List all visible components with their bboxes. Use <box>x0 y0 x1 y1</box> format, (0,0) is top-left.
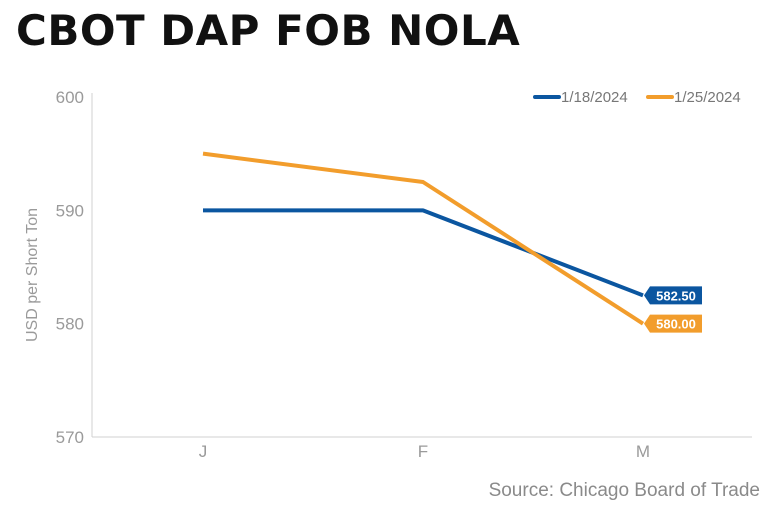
chart-title: CBOT DAP FOB NOLA <box>16 6 521 55</box>
end-label-text: 582.50 <box>656 288 696 303</box>
y-axis-label: USD per Short Ton <box>24 208 41 342</box>
legend-label: 1/25/2024 <box>674 89 741 106</box>
y-tick-label: 600 <box>56 88 84 107</box>
series-lines <box>202 151 645 326</box>
legend: 1/18/2024 1/25/2024 <box>533 89 741 106</box>
x-tick-label: M <box>636 442 650 461</box>
series-line-1 <box>203 208 644 298</box>
end-label-2: 580.00 <box>644 314 702 333</box>
series-line-2 <box>202 151 645 326</box>
y-tick-label: 580 <box>56 315 84 334</box>
legend-item-1: 1/18/2024 <box>533 89 628 106</box>
end-label-1: 582.50 <box>644 286 702 305</box>
end-label-badge <box>644 286 702 305</box>
end-label-text: 580.00 <box>656 317 696 332</box>
legend-item-2: 1/25/2024 <box>646 89 741 106</box>
source-note: Source: Chicago Board of Trade <box>488 480 760 501</box>
y-tick-label: 590 <box>56 201 84 220</box>
end-data-labels: 582.50 580.00 <box>644 286 702 333</box>
legend-label: 1/18/2024 <box>561 89 628 106</box>
end-label-badge <box>644 314 702 333</box>
x-tick-label: J <box>199 442 208 461</box>
y-tick-label: 570 <box>56 428 84 447</box>
y-tick-labels: 570 580 590 600 <box>56 88 84 447</box>
x-tick-label: F <box>418 442 428 461</box>
axes <box>91 93 752 438</box>
